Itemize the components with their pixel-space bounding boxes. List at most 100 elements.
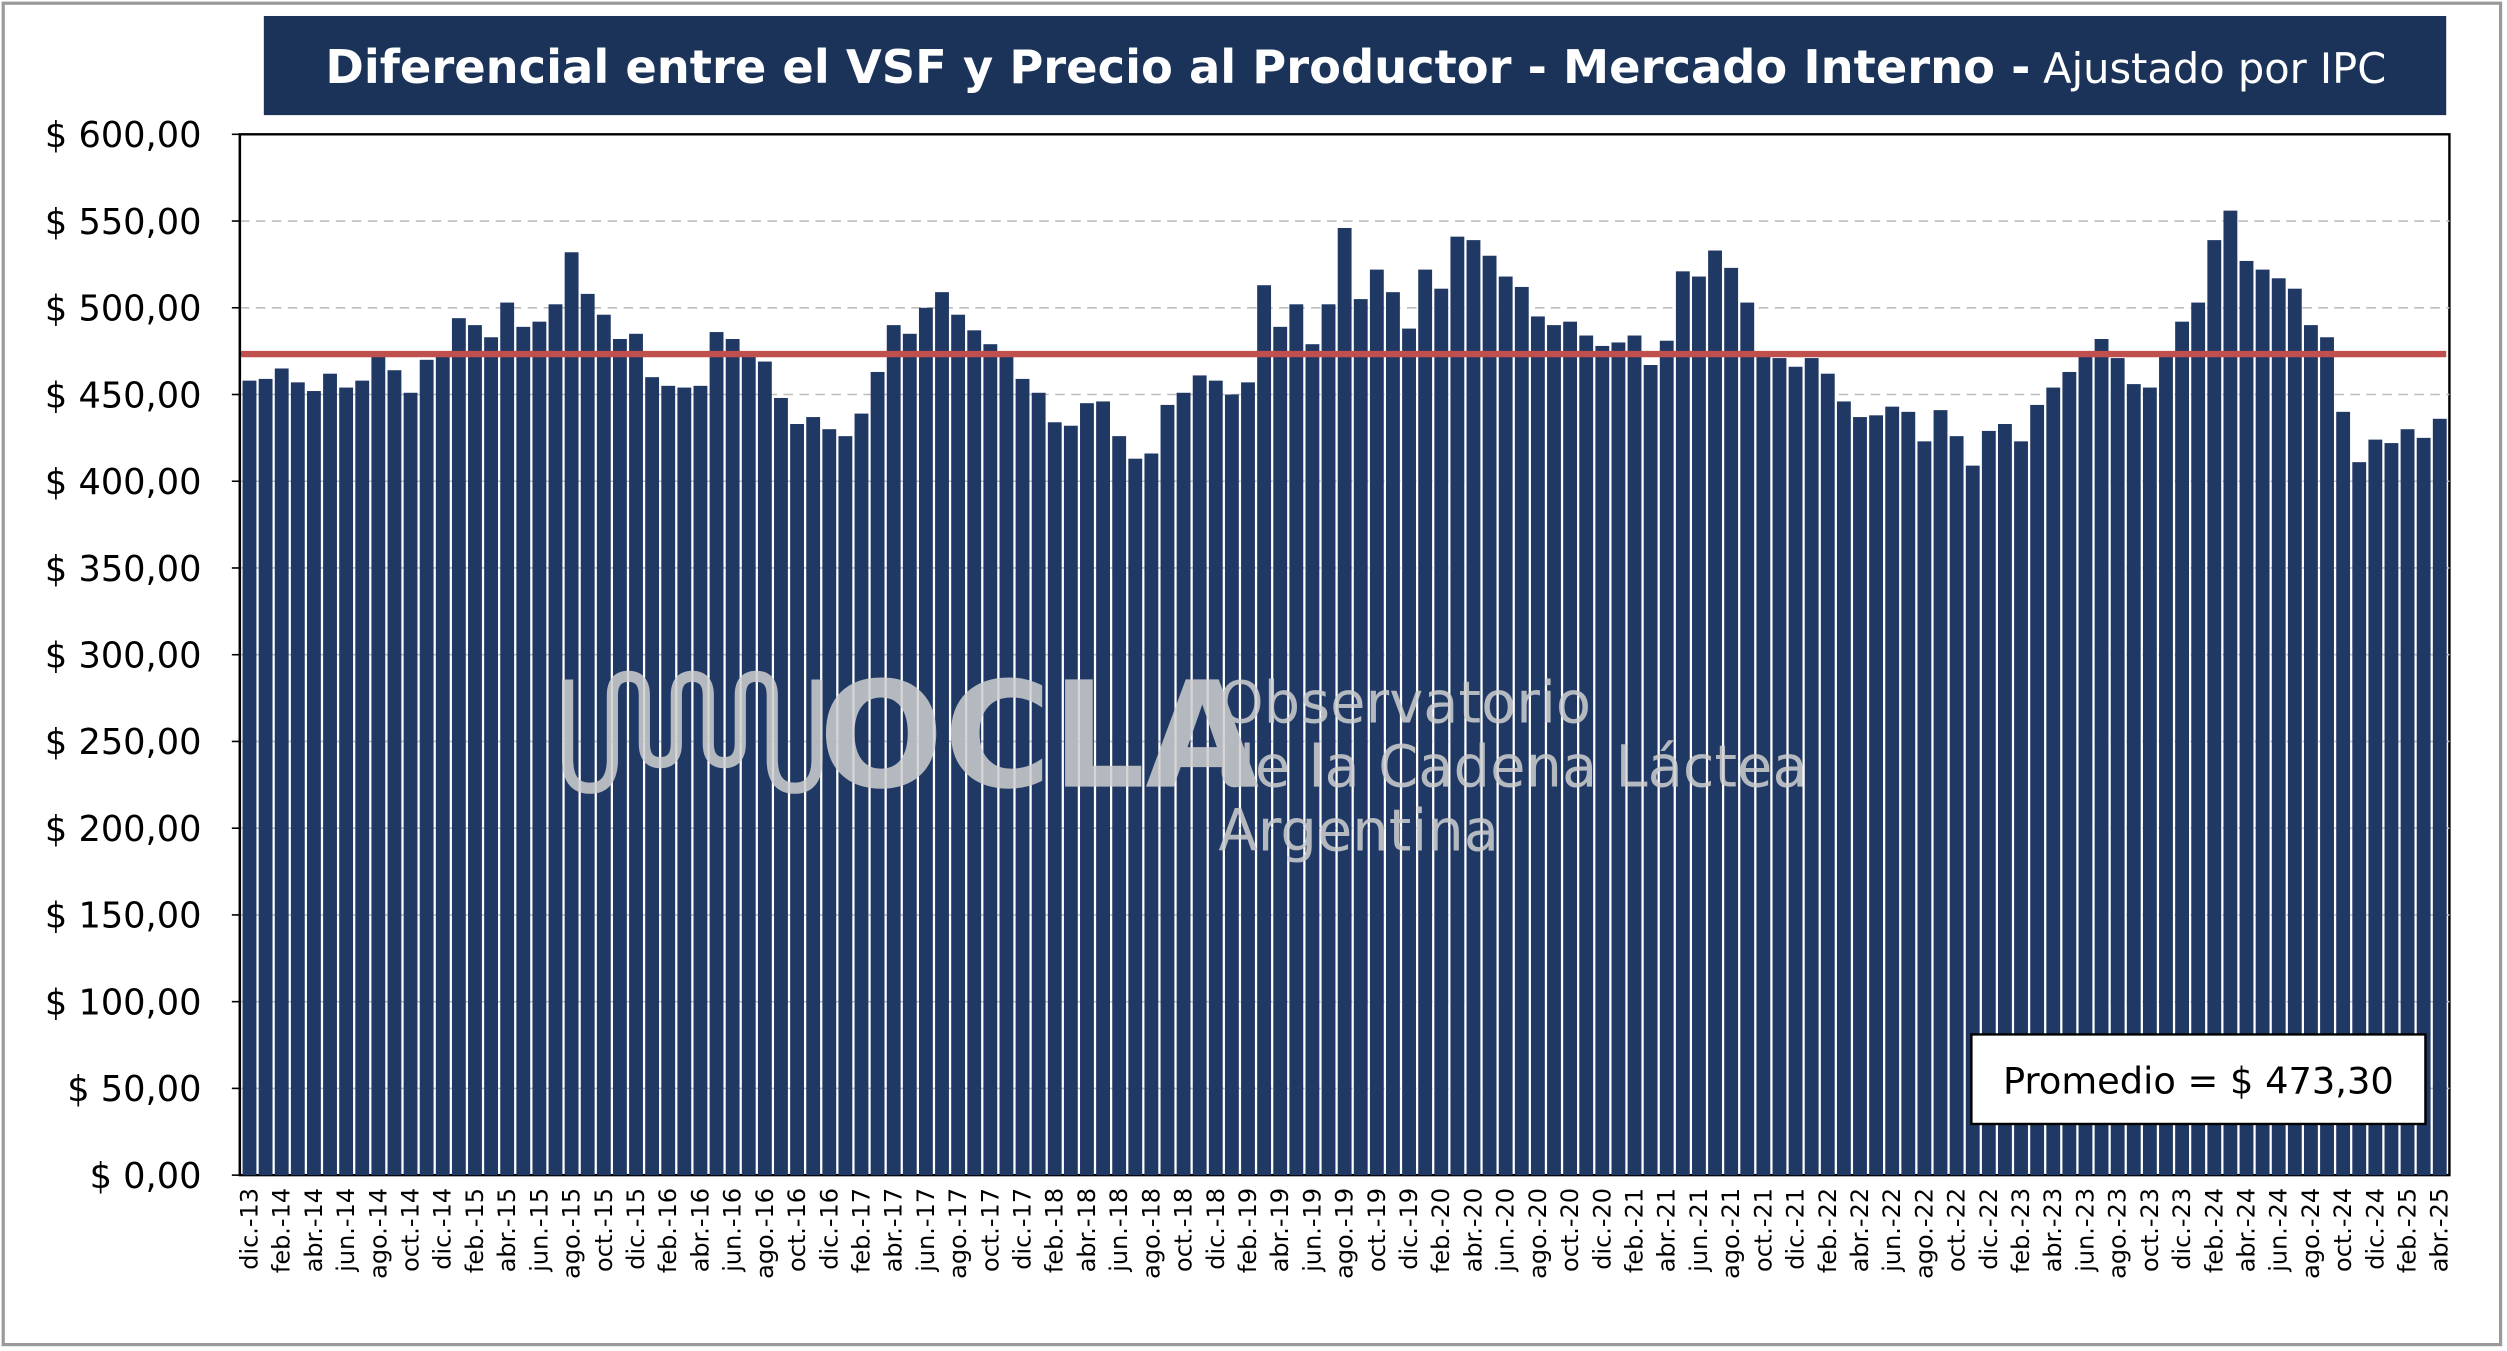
bar: [1160, 404, 1175, 1176]
bar: [2078, 352, 2093, 1176]
bar: [1627, 335, 1642, 1176]
bar: [355, 380, 370, 1176]
x-tick-label: feb.-21: [1621, 1188, 1649, 1273]
x-tick-label: dic.-23: [2168, 1188, 2196, 1270]
bar: [2368, 439, 2383, 1176]
bar: [435, 356, 450, 1176]
x-tick-label: oct.-16: [783, 1188, 811, 1272]
x-tick-label: ago.-21: [1717, 1188, 1745, 1279]
bar: [1434, 288, 1449, 1176]
bar: [1756, 354, 1771, 1176]
title-text: Diferencial entre el VSF y Precio al Pro…: [325, 40, 2386, 94]
bar: [790, 423, 804, 1176]
x-tick-label: oct.-22: [1943, 1188, 1971, 1272]
x-tick-label: dic.-15: [622, 1188, 650, 1270]
watermark: OCLA Observatorio de la Cadena Láctea Ar…: [562, 650, 1808, 865]
x-tick-label: dic.-17: [1009, 1188, 1037, 1270]
bar: [1869, 415, 1884, 1176]
average-box: [1970, 1033, 2427, 1126]
bar: [306, 391, 321, 1176]
bar: [709, 332, 724, 1176]
x-tick-label: abr.-15: [493, 1188, 521, 1272]
bar: [1450, 236, 1465, 1176]
bar: [645, 377, 660, 1176]
bar: [339, 387, 354, 1176]
x-tick-label: abr.-21: [1653, 1188, 1681, 1272]
bar: [468, 325, 482, 1176]
x-tick-label: abr.-18: [1073, 1188, 1101, 1272]
x-tick-label: jun.-16: [719, 1188, 747, 1273]
x-tick-label: ago.-19: [1331, 1188, 1359, 1279]
x-tick-label: ago.-15: [558, 1188, 586, 1279]
x-tick-label: ago.-23: [2104, 1188, 2132, 1279]
bar: [2142, 387, 2157, 1176]
bar: [2352, 462, 2367, 1176]
bar: [1031, 392, 1046, 1176]
bar: [1482, 255, 1497, 1176]
x-tick-label: dic.-24: [2361, 1188, 2389, 1270]
y-tick-label: $ 250,00: [45, 722, 202, 763]
y-tick-label: $ 600,00: [45, 115, 202, 156]
bar: [886, 325, 901, 1176]
bar: [935, 292, 949, 1176]
bar: [1369, 269, 1384, 1176]
bar: [951, 314, 966, 1176]
bar: [1273, 326, 1288, 1176]
y-tick-label: $ 500,00: [45, 289, 202, 330]
x-tick-label: ago.-22: [1910, 1188, 1938, 1279]
bar: [2255, 269, 2270, 1176]
y-tick-label: $ 550,00: [45, 202, 202, 243]
bar: [1981, 430, 1996, 1176]
x-tick-label: ago.-20: [1524, 1188, 1552, 1279]
bar: [2287, 288, 2302, 1176]
x-tick-label: jun.-22: [1878, 1188, 1906, 1273]
bar: [612, 338, 627, 1176]
bar: [1176, 392, 1191, 1176]
x-tick-label: jun.-20: [1492, 1188, 1520, 1273]
bar: [2432, 418, 2447, 1176]
bar: [1901, 411, 1916, 1176]
bar: [1740, 302, 1755, 1176]
bar: [1998, 423, 2012, 1176]
bar: [1337, 227, 1352, 1176]
bar: [2416, 437, 2431, 1176]
bar: [403, 392, 418, 1176]
average-label: Promedio = $ 473,30: [2003, 1060, 2394, 1103]
watermark-icon: [562, 670, 823, 794]
bar: [1080, 403, 1094, 1176]
x-tick-label: oct.-18: [1170, 1188, 1198, 1272]
bar: [2062, 371, 2077, 1176]
bar: [596, 314, 611, 1176]
bar: [967, 330, 982, 1176]
bar: [693, 385, 708, 1176]
x-tick-label: feb.-18: [1041, 1188, 1069, 1273]
x-tick-label: ago.-16: [751, 1188, 779, 1279]
bar: [451, 318, 466, 1176]
chart-title: Diferencial entre el VSF y Precio al Pro…: [325, 40, 2030, 94]
x-tick-label: jun.-19: [1298, 1188, 1326, 1273]
x-tick-label: jun.-18: [1105, 1188, 1133, 1273]
x-tick-label: dic.-18: [1202, 1188, 1230, 1270]
x-tick-label: dic.-16: [815, 1188, 843, 1270]
bar: [1579, 335, 1594, 1176]
bar: [1659, 340, 1674, 1176]
x-tick-label: jun.-23: [2071, 1188, 2099, 1273]
x-tick-label: feb.-22: [1814, 1188, 1842, 1273]
watermark-line: Observatorio: [1218, 670, 1591, 737]
bar: [1772, 358, 1787, 1176]
title-box: [263, 15, 2447, 116]
bar: [1241, 382, 1255, 1176]
bar: [1208, 380, 1223, 1176]
bar: [902, 333, 917, 1176]
bar: [2303, 325, 2318, 1176]
y-tick-label: $ 300,00: [45, 636, 202, 677]
bar: [1305, 344, 1320, 1176]
bar: [1788, 366, 1803, 1176]
bar: [677, 387, 692, 1176]
x-tick-label: dic.-19: [1395, 1188, 1423, 1270]
x-tick-label: oct.-20: [1556, 1188, 1584, 1272]
x-tick-label: abr.-25: [2426, 1188, 2454, 1272]
x-tick-label: oct.-21: [1749, 1188, 1777, 1272]
x-tick-label: abr.-22: [1846, 1188, 1874, 1272]
bar: [1418, 269, 1433, 1176]
